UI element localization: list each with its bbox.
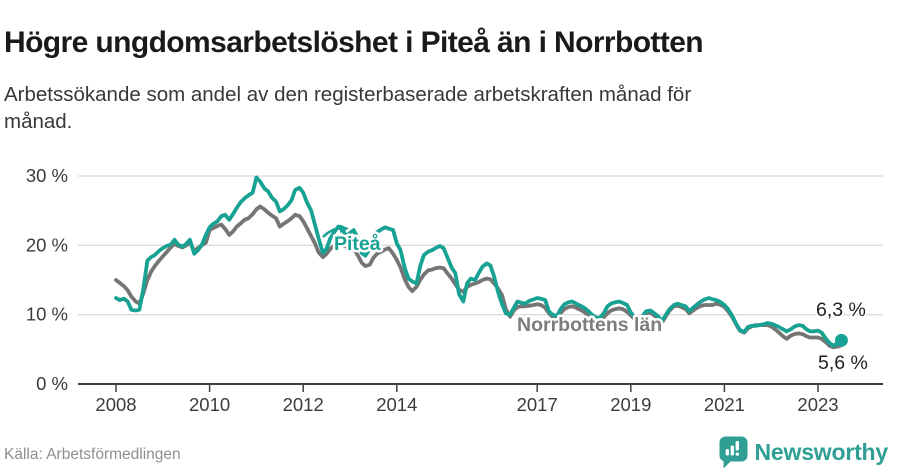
x-axis-tick-label: 2012 [283, 394, 324, 415]
x-axis-tick-label: 2021 [704, 394, 745, 415]
end-value-label: 5,6 % [818, 352, 868, 374]
x-axis-tick-label: 2010 [189, 394, 230, 415]
x-axis-tick-label: 2023 [797, 394, 838, 415]
newsworthy-logo-icon [719, 436, 748, 468]
x-axis-tick-label: 2014 [376, 394, 417, 415]
series-line-pite- [114, 175, 844, 348]
page-title: Högre ungdomsarbetslöshet i Piteå än i N… [4, 26, 704, 60]
series-label-pite-: Piteå [334, 232, 381, 255]
y-axis-tick-label: 10 % [26, 304, 68, 325]
x-axis-tick-label: 2019 [610, 394, 651, 415]
y-axis-tick-label: 30 % [26, 165, 68, 186]
series-line-norrbottens-l-n [114, 204, 844, 350]
y-axis-tick-label: 20 % [26, 234, 68, 255]
series-end-dot [834, 333, 848, 347]
end-value-label: 6,3 % [816, 299, 866, 321]
x-axis-tick-label: 2017 [517, 394, 558, 415]
newsworthy-logo-text: Newsworthy [754, 438, 889, 465]
y-axis-tick-label: 0 % [36, 373, 68, 394]
newsworthy-brand: Newsworthy [719, 436, 888, 468]
source-note: Källa: Arbetsförmedlingen [4, 446, 181, 463]
series-label-norrbottens-l-n: Norrbottens län [517, 314, 662, 336]
x-axis-tick-label: 2008 [95, 394, 136, 415]
pitea-label-arrowhead [340, 224, 349, 233]
page-subtitle: Arbetssökande som andel av den registerb… [4, 82, 692, 133]
